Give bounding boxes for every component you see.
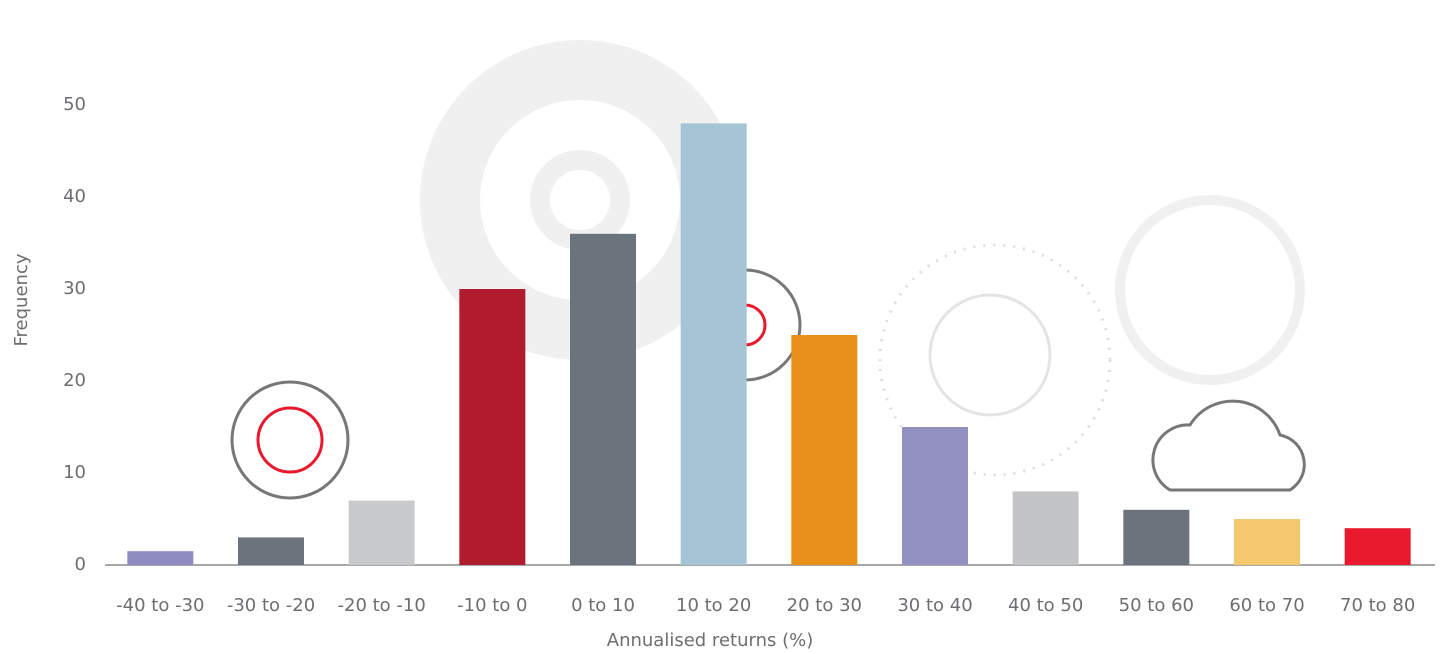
- y-tick-label: 50: [63, 94, 86, 115]
- y-tick-label: 30: [63, 278, 86, 299]
- bar: [127, 551, 194, 565]
- x-tick-label: 40 to 50: [1008, 595, 1083, 616]
- x-tick-label: -10 to 0: [457, 595, 527, 616]
- x-tick-label: 50 to 60: [1119, 595, 1194, 616]
- x-tick-label: -40 to -30: [116, 595, 204, 616]
- background-decoration: [230, 40, 1306, 500]
- x-tick-label: 30 to 40: [897, 595, 972, 616]
- bar: [791, 335, 858, 565]
- y-axis-title: Frequency: [11, 253, 32, 346]
- bar: [680, 123, 747, 566]
- bar: [902, 427, 968, 565]
- x-tick-label: 20 to 30: [787, 595, 862, 616]
- x-tick-label: 70 to 80: [1340, 595, 1415, 616]
- bar: [1344, 528, 1411, 565]
- bar: [1123, 509, 1190, 565]
- x-tick-label: -20 to -10: [338, 595, 426, 616]
- x-tick-label: 60 to 70: [1229, 595, 1304, 616]
- x-tick-label: -30 to -20: [227, 595, 315, 616]
- y-tick-label: 40: [63, 186, 86, 207]
- bar: [1012, 491, 1079, 565]
- bar: [459, 289, 526, 565]
- x-axis-title: Annualised returns (%): [607, 630, 813, 651]
- y-tick-label: 20: [63, 370, 86, 391]
- bar: [348, 500, 415, 565]
- bar: [1234, 519, 1300, 565]
- x-tick-label: 0 to 10: [571, 595, 635, 616]
- y-tick-label: 0: [75, 554, 86, 575]
- bar: [238, 537, 304, 565]
- x-tick-label: 10 to 20: [676, 595, 751, 616]
- bar: [570, 233, 636, 566]
- y-tick-label: 10: [63, 462, 86, 483]
